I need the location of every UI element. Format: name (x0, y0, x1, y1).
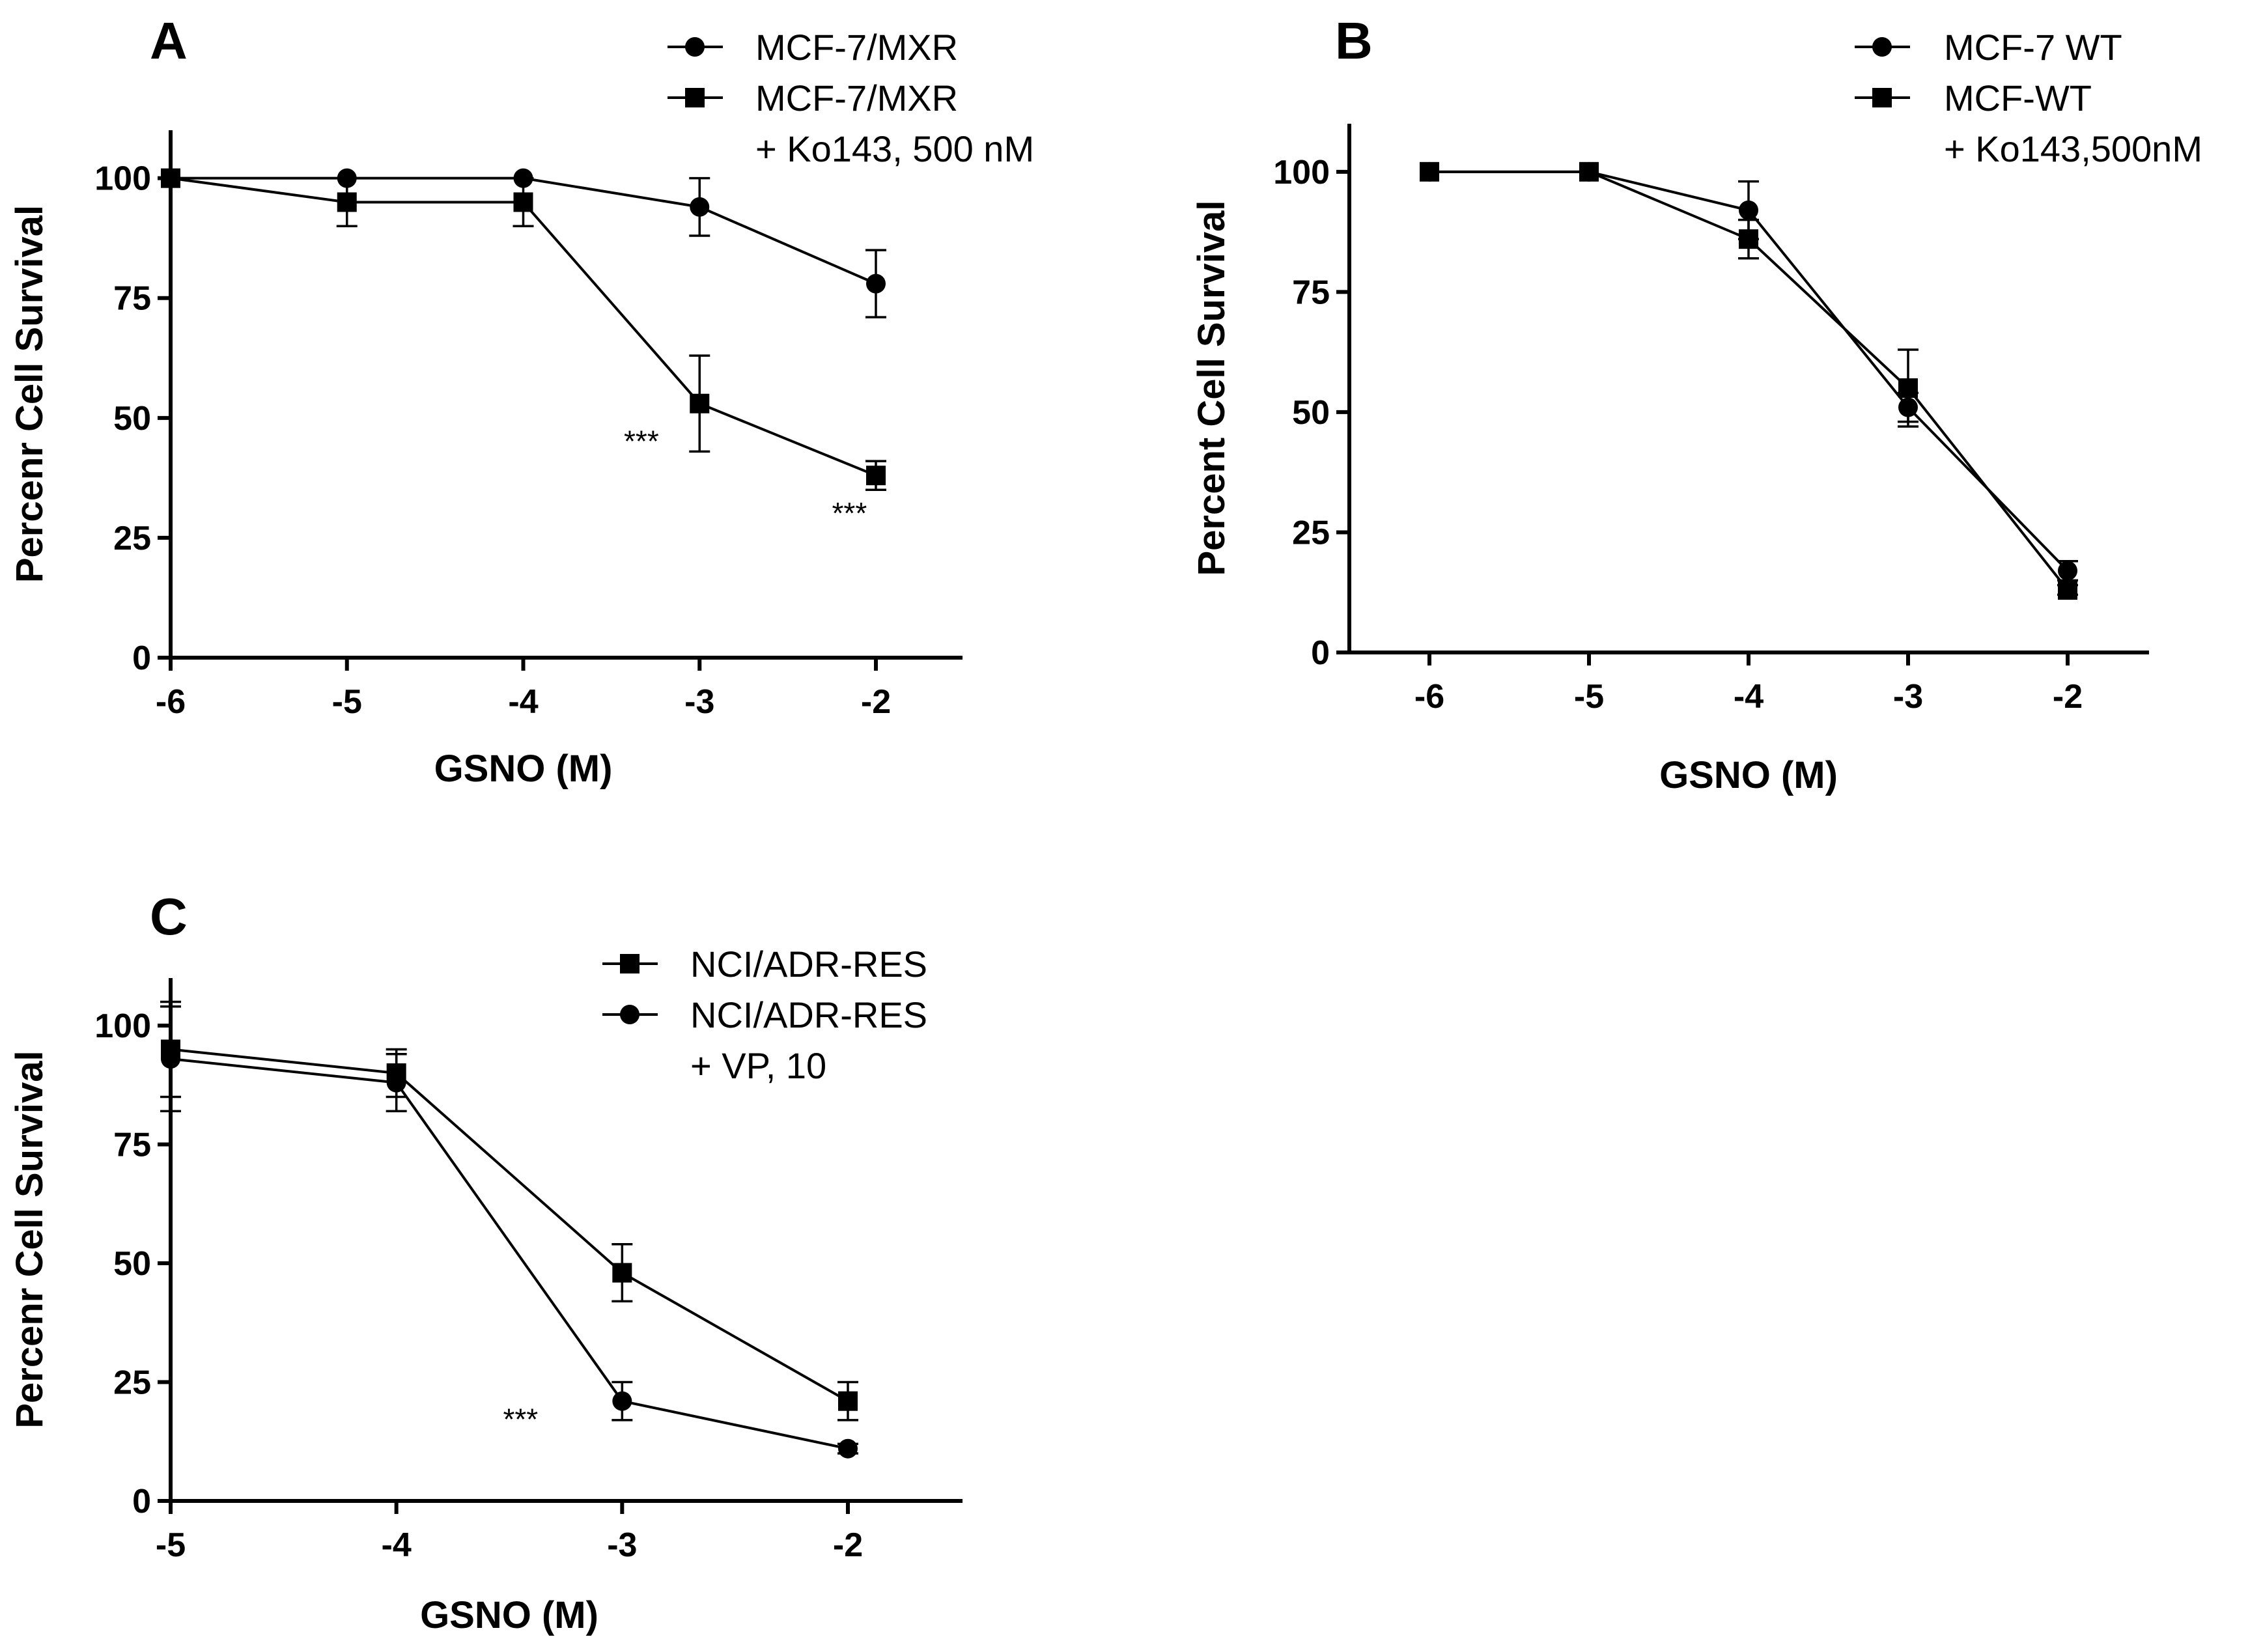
data-point-circle (690, 197, 710, 217)
legend-entry: NCI/ADR-RES (602, 944, 927, 985)
legend-marker-square (1872, 88, 1892, 107)
series-line (170, 1057, 849, 1450)
data-point-square (1420, 161, 1439, 182)
y-axis-title: Percenr Cell Survival (8, 1050, 51, 1428)
x-tick-label: -3 (607, 1526, 637, 1564)
data-point-square (161, 168, 180, 188)
x-tick-label: -4 (382, 1526, 412, 1564)
y-tick-label: 25 (113, 1364, 151, 1402)
y-tick-label: 100 (1273, 154, 1330, 191)
legend-label: MCF-WT (1944, 77, 2092, 119)
significance-annotation: *** (832, 496, 867, 530)
panel-label: C (150, 888, 188, 945)
data-point-circle (1739, 200, 1758, 220)
data-point-square (866, 466, 886, 486)
legend-entry: MCF-WT + Ko143,500nM (1855, 77, 2202, 169)
data-point-circle (161, 1049, 180, 1069)
y-tick-label: 25 (1292, 514, 1330, 552)
chart-panel-c: C 0 25 50 75 100 -5 -4 -3 -2 GSNO (M) Percenr Cell … (8, 888, 963, 1636)
legend-label: + Ko143,500nM (1944, 128, 2202, 169)
series-1 (1420, 161, 2078, 600)
x-tick-label: -2 (2053, 678, 2083, 716)
significance-annotation: *** (624, 424, 659, 458)
y-tick-label: 50 (113, 400, 151, 438)
y-tick-label: 75 (113, 1127, 151, 1164)
legend-entry: NCI/ADR-RES + VP, 10 (602, 994, 927, 1086)
legend-entry: MCF-7/MXR (668, 27, 958, 68)
legend-entry: MCF-7 WT (1855, 27, 2122, 68)
series-1 (161, 168, 886, 492)
legend-label: + Ko143, 500 nM (755, 128, 1034, 169)
x-tick-label: -5 (332, 683, 362, 721)
legend-marker-circle (685, 37, 705, 57)
x-tick-label: -3 (1893, 678, 1923, 716)
x-tick-label: -4 (508, 683, 538, 721)
chart-panel-a: A 0 25 50 75 100 -6 -5 -4 -3 -2 GSNO (M) Percenr Cel… (8, 12, 1034, 790)
data-point-square (612, 1263, 632, 1283)
x-axis-title: GSNO (M) (434, 748, 613, 790)
legend-label: MCF-7/MXR (755, 77, 958, 119)
data-point-square (513, 192, 533, 212)
y-tick-label: 0 (132, 639, 151, 677)
data-point-square (690, 393, 710, 413)
data-point-circle (612, 1391, 632, 1411)
data-point-square (1898, 378, 1918, 398)
legend-label: NCI/ADR-RES (690, 994, 927, 1035)
y-tick-label: 0 (1311, 634, 1330, 672)
x-tick-label: -5 (1574, 678, 1604, 716)
y-axis-title: Percenr Cell Survival (8, 205, 51, 583)
x-tick-label: -4 (1734, 678, 1764, 716)
legend-marker-circle (620, 1005, 640, 1024)
data-point-square (337, 192, 357, 212)
series-1 (160, 1005, 858, 1459)
legend-marker-square (620, 954, 640, 973)
x-tick-label: -2 (861, 683, 891, 721)
data-point-square (1579, 161, 1599, 182)
data-point-circle (386, 1072, 406, 1093)
x-axis-title: GSNO (M) (1659, 754, 1838, 796)
data-point-square (2058, 580, 2077, 600)
y-tick-label: 50 (1292, 394, 1330, 432)
x-tick-label: -6 (156, 683, 186, 721)
significance-annotation: *** (503, 1403, 538, 1436)
y-axis-title: Percent Cell Survival (1190, 200, 1233, 576)
legend-label: MCF-7/MXR (755, 27, 958, 68)
data-point-square (1739, 229, 1758, 249)
y-tick-label: 50 (113, 1245, 151, 1283)
y-tick-label: 75 (1292, 273, 1330, 311)
x-axis-title: GSNO (M) (420, 1594, 598, 1636)
chart-panel-b: B 0 25 50 75 100 -6 -5 -4 -3 -2 GSNO (M) Percent Cel… (1190, 12, 2202, 796)
x-tick-label: -6 (1414, 678, 1444, 716)
x-tick-label: -3 (684, 683, 714, 721)
x-tick-label: -2 (833, 1526, 863, 1564)
y-tick-label: 100 (94, 160, 151, 198)
y-tick-label: 100 (94, 1007, 151, 1045)
legend-label: MCF-7 WT (1944, 27, 2122, 68)
y-tick-label: 0 (132, 1483, 151, 1520)
legend-marker-circle (1872, 37, 1892, 57)
series-line (170, 1048, 849, 1403)
y-tick-label: 25 (113, 520, 151, 557)
data-point-circle (2058, 561, 2077, 581)
data-point-circle (838, 1438, 858, 1459)
data-point-circle (866, 273, 886, 294)
data-point-square (838, 1391, 858, 1411)
legend-label: NCI/ADR-RES (690, 944, 927, 985)
x-tick-label: -5 (156, 1526, 186, 1564)
panel-label: B (1335, 12, 1373, 70)
y-tick-label: 75 (113, 280, 151, 318)
panel-label: A (150, 12, 188, 70)
legend-marker-square (685, 88, 705, 107)
legend-entry: MCF-7/MXR + Ko143, 500 nM (668, 77, 1034, 169)
legend-label: + VP, 10 (690, 1045, 826, 1086)
